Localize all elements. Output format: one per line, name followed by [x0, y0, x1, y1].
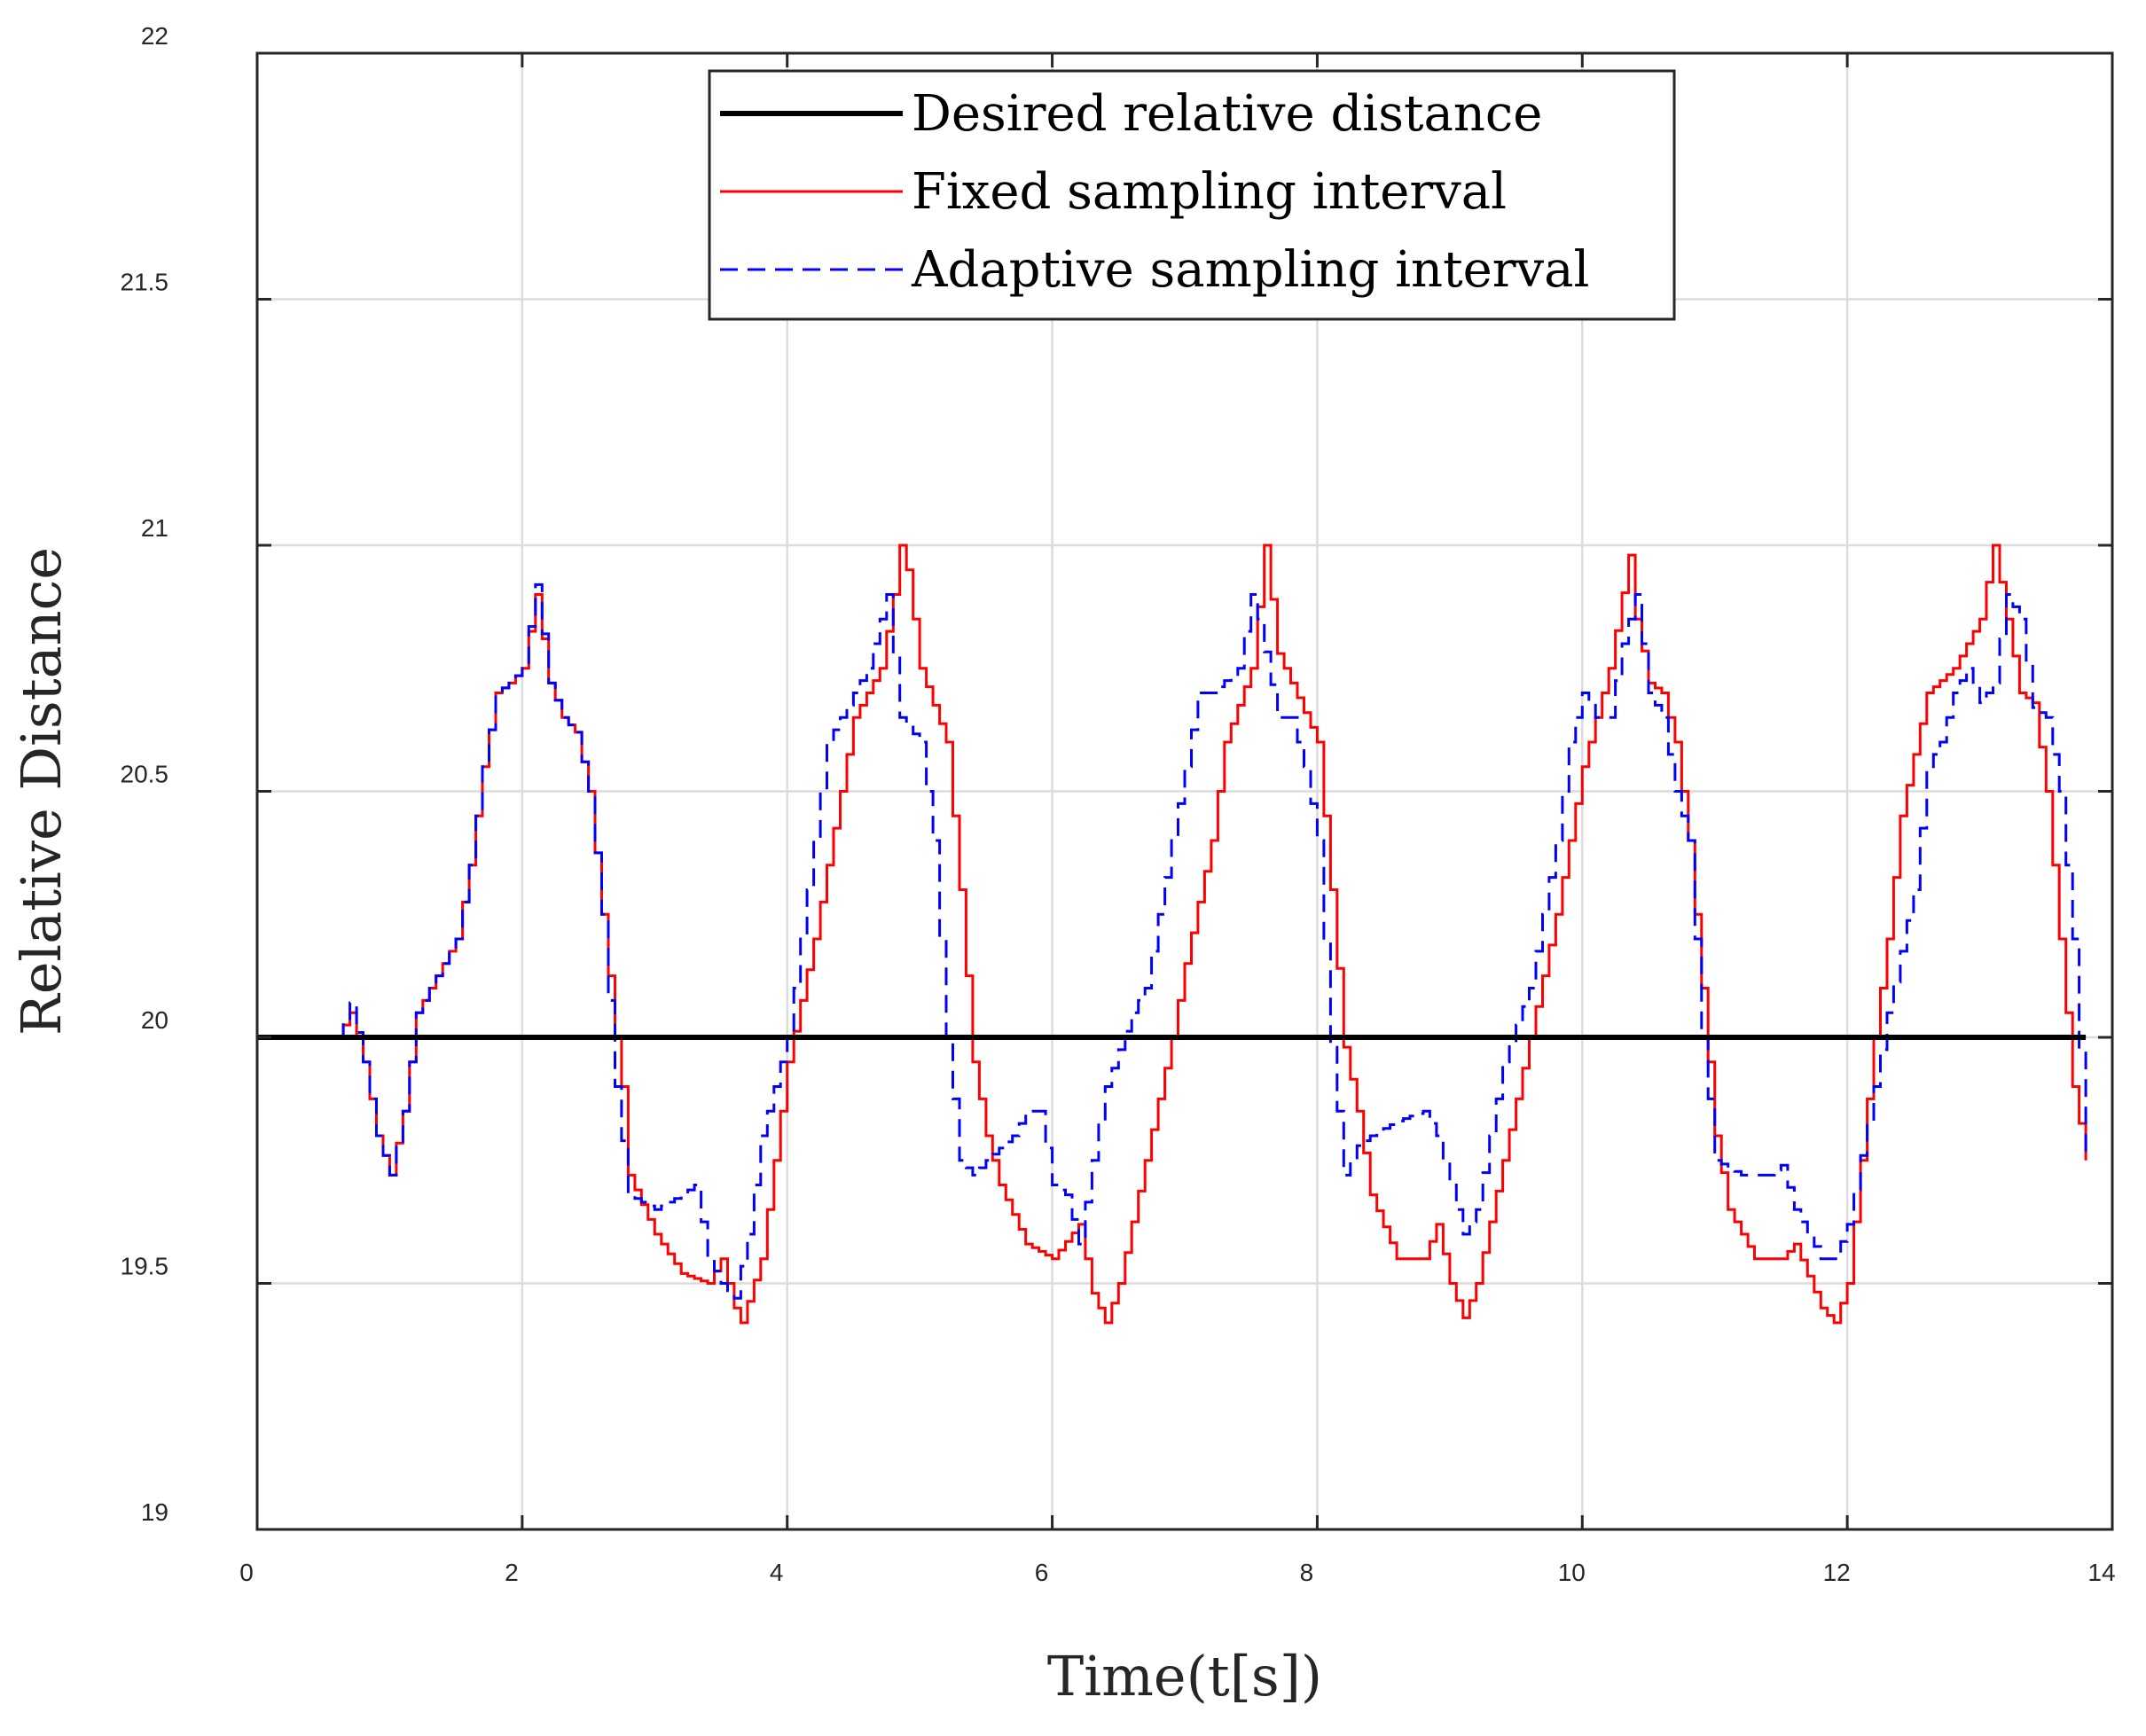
x-tick-label: 0 [239, 1559, 254, 1586]
series-fixed-line [257, 543, 2087, 1325]
y-tick-label: 21.5 [121, 269, 169, 296]
x-tick-label: 4 [770, 1559, 784, 1586]
legend: Desired relative distance Fixed sampling… [708, 69, 1676, 321]
series-group [257, 543, 2087, 1325]
legend-label-fixed: Fixed sampling interval [912, 163, 1507, 221]
y-tick-label: 19.5 [121, 1253, 169, 1280]
y-tick-label: 22 [141, 22, 168, 50]
x-axis-label: Time(t[s]) [1047, 1644, 1322, 1709]
y-tick-label: 20.5 [121, 761, 169, 788]
x-tick-label: 8 [1300, 1559, 1314, 1586]
y-tick-label: 19 [141, 1498, 168, 1526]
axes-ticks: 0 2 4 6 8 10 12 14 19 19.5 20 20.5 21 21.5 22 [121, 22, 2116, 1586]
legend-label-desired: Desired relative distance [912, 85, 1542, 143]
x-tick-label: 14 [2087, 1559, 2115, 1586]
series-adaptive-line [257, 583, 2087, 1300]
y-axis-label: Relative Distance [9, 547, 74, 1036]
legend-label-adaptive: Adaptive sampling interval [911, 241, 1589, 299]
y-tick-label: 20 [141, 1006, 168, 1034]
x-tick-label: 12 [1823, 1559, 1851, 1586]
x-tick-label: 6 [1035, 1559, 1049, 1586]
x-tick-label: 2 [505, 1559, 519, 1586]
x-tick-label: 10 [1558, 1559, 1586, 1586]
y-tick-label: 21 [141, 514, 168, 542]
